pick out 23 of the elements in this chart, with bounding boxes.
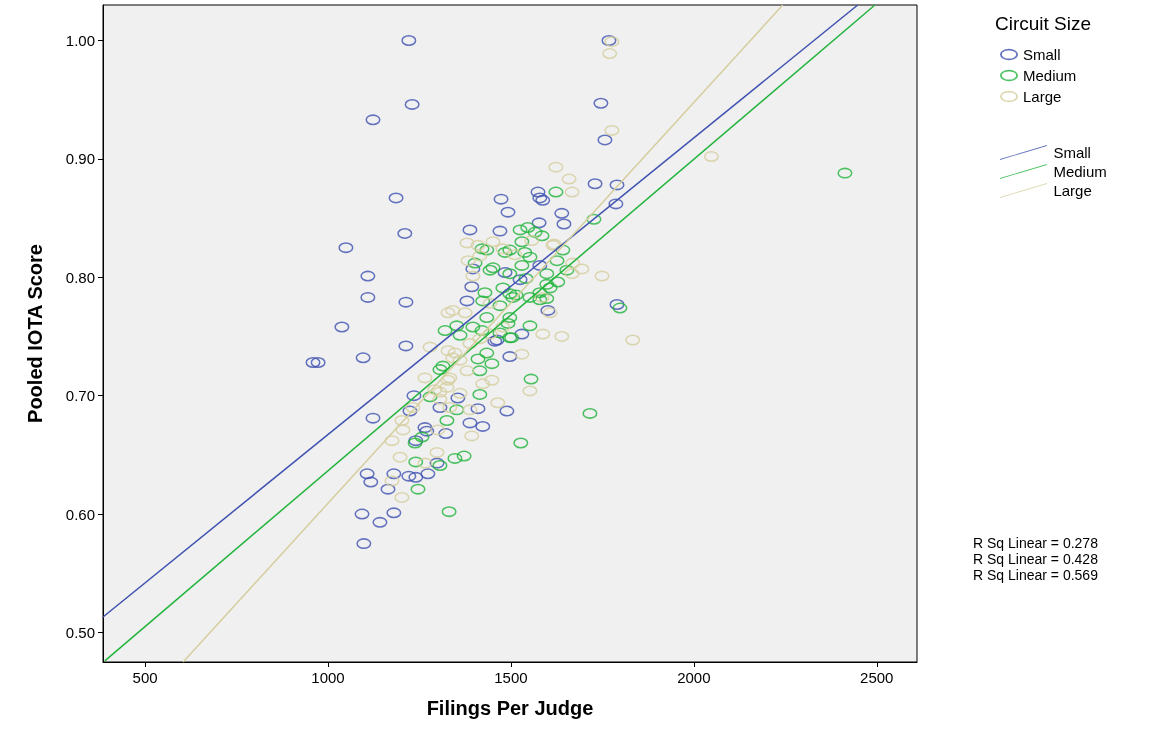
y-tick-label: 0.50 <box>65 623 95 641</box>
x-axis-title: Filings Per Judge <box>426 697 594 719</box>
y-tick-label: 0.90 <box>65 150 95 168</box>
y-tick-label: 0.60 <box>65 505 95 523</box>
legend-title: Circuit Size <box>995 13 1092 34</box>
x-tick-label: 500 <box>132 669 158 686</box>
legend-label: Medium <box>1023 67 1077 84</box>
y-tick-label: 0.80 <box>65 268 95 286</box>
text: R Sq Linear = 0.569 <box>973 567 1099 583</box>
y-axis-title: Pooled IOTA Score <box>24 244 46 423</box>
legend-label: Large <box>1023 88 1062 105</box>
legend-label: Small <box>1023 46 1061 63</box>
legend-label: Large <box>1053 182 1092 199</box>
text: R Sq Linear = 0.278 <box>973 535 1099 551</box>
x-tick-label: 1500 <box>494 669 528 686</box>
x-tick-label: 2000 <box>677 669 711 686</box>
y-tick-label: 0.70 <box>65 387 95 405</box>
legend-label: Small <box>1053 144 1091 161</box>
y-tick-label: 1.00 <box>65 32 95 50</box>
text: R Sq Linear = 0.428 <box>973 551 1099 567</box>
legend-label: Medium <box>1053 163 1107 180</box>
x-tick-label: 1000 <box>311 669 345 686</box>
x-tick-label: 2500 <box>860 669 894 686</box>
